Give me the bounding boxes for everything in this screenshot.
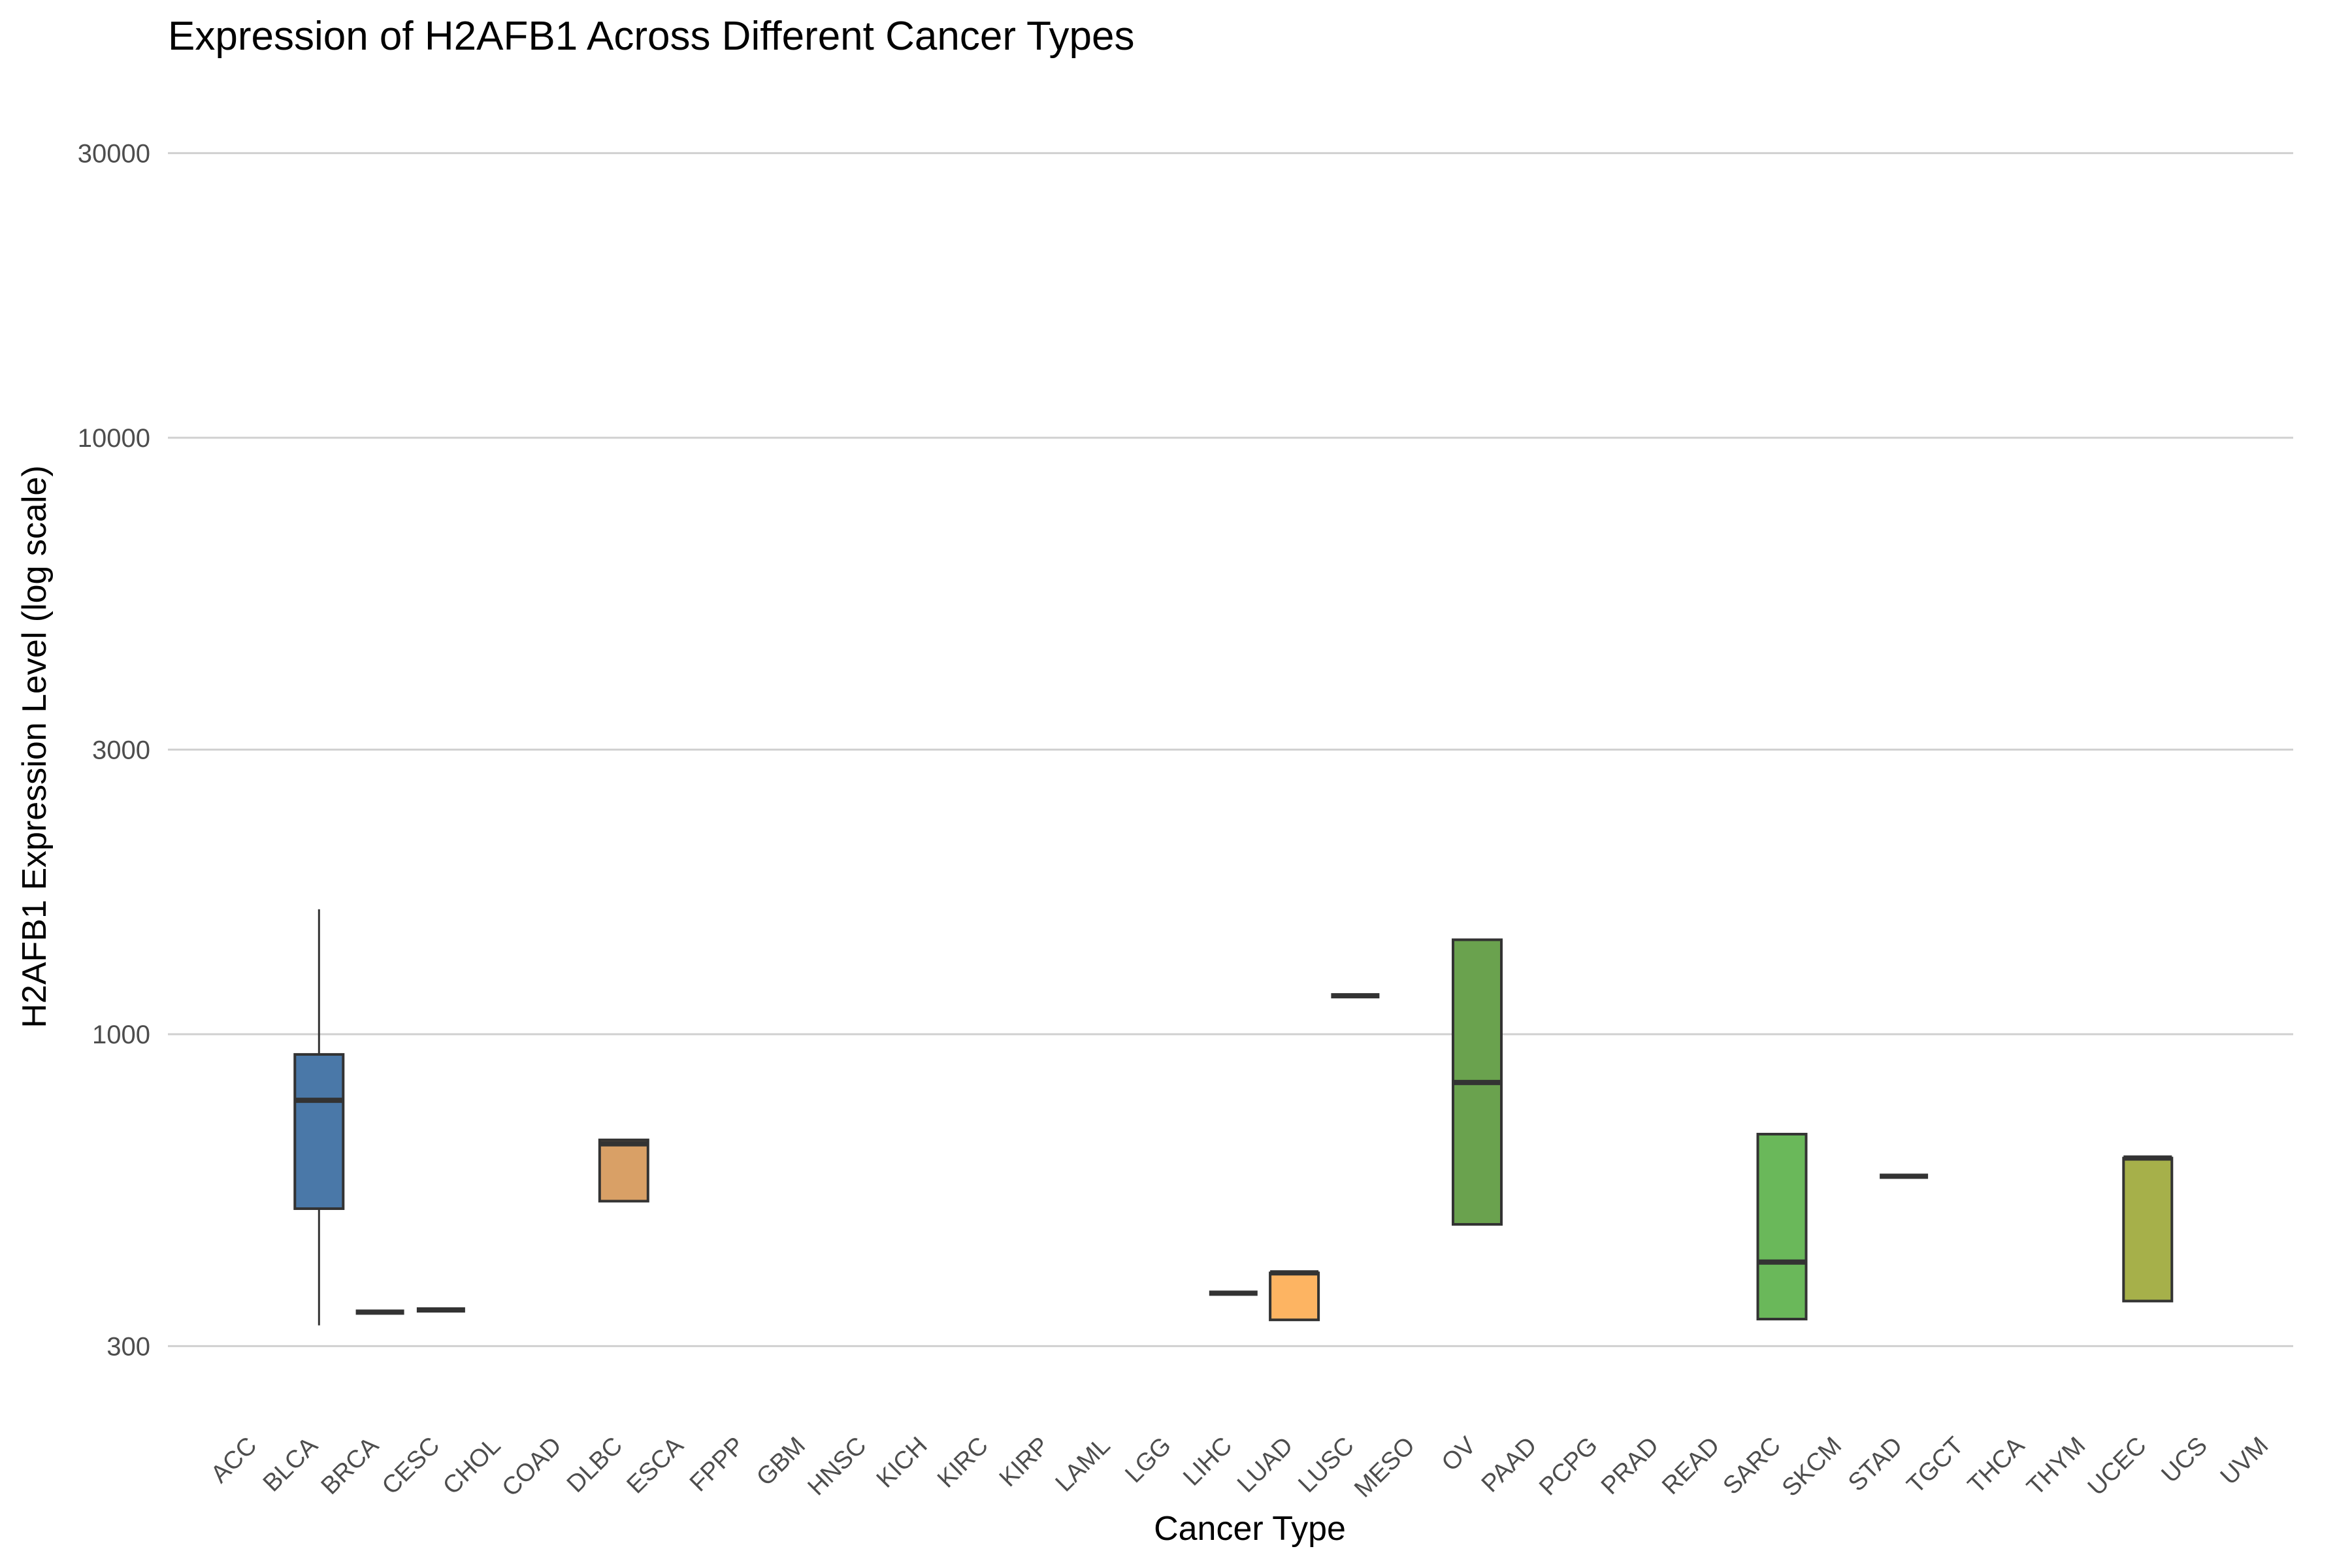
x-tick-label: GBM [751,1432,811,1492]
chart-title: Expression of H2AFB1 Across Different Ca… [168,14,1135,59]
x-tick-label: READ [1657,1432,1725,1500]
x-tick-label: BLCA [258,1431,323,1497]
box-iqr [1269,1271,1320,1322]
x-tick-label: HNSC [803,1432,872,1501]
x-tick-label: SARC [1718,1432,1786,1500]
x-tick-label: UCEC [2083,1432,2152,1501]
box-iqr [293,1053,345,1210]
x-tick-label: FPPP [685,1432,750,1497]
x-tick-label: KIRC [932,1432,994,1494]
x-tick-label: LIHC [1178,1432,1237,1492]
box-ucec [2122,1155,2174,1303]
x-tick-label: CESC [377,1432,445,1500]
x-tick-label: LUSC [1293,1432,1359,1498]
x-tick-label: STAD [1843,1432,1908,1497]
box-dlbc [598,1138,649,1203]
x-tick-label: TGCT [1902,1432,1969,1499]
y-axis-title: H2AFB1 Expression Level (log scale) [16,465,54,1028]
x-tick-label: LUAD [1232,1432,1298,1498]
box-ov [1452,938,1503,1226]
x-tick-label: PCPG [1534,1432,1603,1501]
x-tick-label: SKCM [1777,1432,1847,1502]
x-tick-label: CHOL [438,1432,506,1500]
y-tick-label: 3000 [92,736,150,764]
x-tick-label: UCS [2157,1432,2213,1488]
box-iqr [1756,1132,1808,1321]
x-tick-label: KICH [872,1432,933,1494]
box-iqr [598,1138,649,1203]
x-tick-label: THYM [2022,1432,2091,1501]
gridlines [168,152,2293,1347]
x-tick-label: COAD [497,1432,567,1502]
y-tick-label: 300 [106,1332,150,1361]
box-luad [1269,1270,1320,1322]
x-tick-label: BRCA [316,1431,385,1500]
y-tick-label: 1000 [92,1021,150,1049]
box-sarc [1756,1132,1808,1321]
x-tick-label: MESO [1349,1432,1420,1503]
x-tick-label: UVM [2215,1432,2274,1490]
x-tick-label: KIRP [994,1432,1054,1492]
y-tick-label: 10000 [78,424,150,453]
x-tick-label: ACC [206,1432,262,1488]
box-iqr [2122,1156,2174,1303]
x-axis-title: Cancer Type [1154,1510,1346,1548]
x-tick-label: LAML [1051,1432,1116,1497]
y-axis-ticks: 300 1000 3000 10000 30000 [78,139,150,1361]
x-tick-label: THCA [1963,1431,2030,1499]
box-blca [293,909,345,1326]
x-tick-label: LGG [1120,1432,1176,1488]
boxes [293,909,2174,1326]
y-tick-label: 30000 [78,139,150,168]
x-tick-label: PAAD [1477,1432,1543,1498]
x-tick-label: DLBC [562,1432,628,1498]
x-tick-label: PRAD [1596,1432,1664,1500]
x-tick-label: OV [1437,1431,1482,1477]
x-tick-label: ESCA [622,1431,689,1499]
